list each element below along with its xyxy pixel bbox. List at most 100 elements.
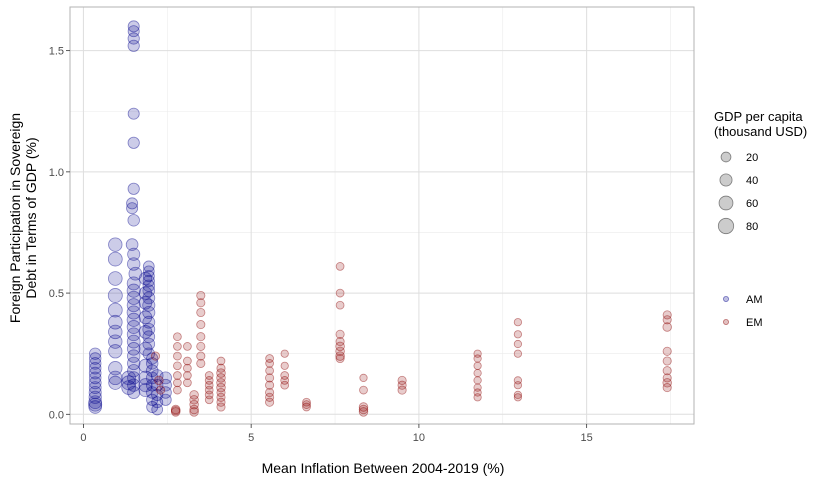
data-point-am: [142, 284, 156, 297]
data-point-am: [89, 347, 102, 360]
data-point-em: [216, 397, 226, 407]
data-point-em: [183, 342, 192, 351]
data-point-em: [473, 361, 482, 370]
data-point-em: [397, 385, 407, 395]
data-point-am: [125, 238, 139, 251]
data-point-am: [108, 344, 123, 359]
data-point-am: [138, 341, 153, 356]
data-point-am: [107, 251, 123, 267]
data-point-am: [126, 283, 141, 298]
data-point-am: [159, 371, 172, 385]
data-point-am: [88, 395, 103, 410]
y-axis-label-line-1: Foreign Participation in Sovereign: [7, 113, 23, 323]
data-point-am: [108, 375, 123, 390]
data-point-am: [128, 266, 143, 281]
data-point-em: [196, 332, 206, 342]
data-point-am: [89, 352, 102, 365]
size-legend-key: [719, 173, 733, 187]
data-point-am: [127, 136, 140, 149]
data-point-am: [142, 298, 156, 312]
data-point-am: [127, 371, 141, 385]
data-point-em: [397, 375, 407, 385]
x-tick-label: 0: [80, 432, 86, 444]
data-point-em: [189, 399, 199, 410]
data-point-em: [473, 376, 482, 385]
data-point-am: [126, 334, 141, 349]
y-axis-ticks: 0.0 0.5 1.0 1.5: [49, 46, 70, 421]
data-point-em: [265, 373, 275, 383]
data-point-em: [302, 397, 311, 407]
color-legend-label-am: AM: [746, 294, 763, 306]
data-point-am: [142, 337, 156, 351]
data-point-am: [138, 296, 153, 310]
data-point-am: [126, 327, 141, 342]
data-point-am: [142, 306, 156, 319]
data-point-am: [142, 291, 156, 305]
y-tick-label: 0.5: [49, 288, 64, 300]
data-point-em: [265, 359, 274, 368]
data-point-em: [335, 288, 345, 298]
size-legend-key: [720, 151, 732, 163]
data-point-am: [108, 237, 123, 252]
data-point-em: [196, 341, 206, 351]
data-point-em: [473, 388, 482, 397]
data-point-am: [126, 276, 141, 291]
data-point-am: [142, 265, 155, 278]
data-point-am: [146, 357, 159, 370]
data-point-em: [473, 349, 482, 358]
data-point-am: [127, 257, 141, 271]
data-point-em: [183, 356, 192, 366]
data-point-am: [142, 274, 155, 288]
data-point-am: [88, 390, 102, 404]
data-point-em: [204, 385, 214, 395]
data-point-am: [138, 271, 153, 286]
data-point-em: [204, 371, 214, 380]
data-point-am: [142, 279, 155, 292]
data-point-em: [662, 315, 672, 325]
data-point-am: [121, 370, 136, 386]
x-axis-ticks: 0 5 10 15: [80, 424, 593, 444]
data-point-am: [142, 260, 155, 273]
y-axis-label-line-2: Debt in Terms of GDP (%): [23, 137, 39, 298]
data-point-em: [196, 351, 206, 361]
data-point-am: [126, 312, 141, 327]
size-legend-title-line-1: GDP per capita: [714, 109, 803, 124]
data-point-am: [151, 388, 164, 401]
data-point-em: [183, 378, 192, 388]
data-point-em: [335, 346, 345, 357]
data-point-am: [138, 370, 153, 386]
data-point-em: [196, 320, 206, 330]
data-point-am: [127, 32, 140, 45]
data-point-em: [204, 376, 214, 385]
data-point-em: [196, 298, 206, 308]
size-legend-title-line-2: (thousand USD): [714, 124, 807, 139]
data-point-em: [170, 407, 181, 417]
data-point-em: [265, 366, 274, 376]
data-point-am: [146, 379, 159, 392]
data-point-em: [280, 376, 290, 385]
data-point-em: [150, 351, 161, 361]
data-point-am: [145, 371, 159, 385]
data-point-em: [173, 371, 182, 380]
data-point-em: [513, 349, 523, 358]
grid: [70, 7, 694, 424]
data-point-em: [265, 392, 275, 402]
data-point-em: [156, 385, 166, 395]
data-point-em: [216, 378, 226, 388]
data-point-am: [88, 376, 102, 390]
data-point-am: [127, 107, 140, 120]
data-point-am: [138, 325, 153, 339]
data-point-em: [216, 382, 226, 393]
data-point-am: [127, 247, 141, 261]
data-point-am: [126, 305, 141, 320]
data-point-em: [189, 404, 199, 415]
data-point-em: [359, 385, 368, 395]
data-point-em: [335, 262, 345, 271]
data-point-am: [138, 310, 153, 325]
data-point-am: [159, 386, 172, 399]
data-point-em: [397, 380, 407, 390]
data-point-em: [359, 373, 368, 383]
data-point-em: [265, 354, 274, 363]
data-point-em: [173, 385, 182, 395]
data-point-em: [513, 339, 523, 349]
